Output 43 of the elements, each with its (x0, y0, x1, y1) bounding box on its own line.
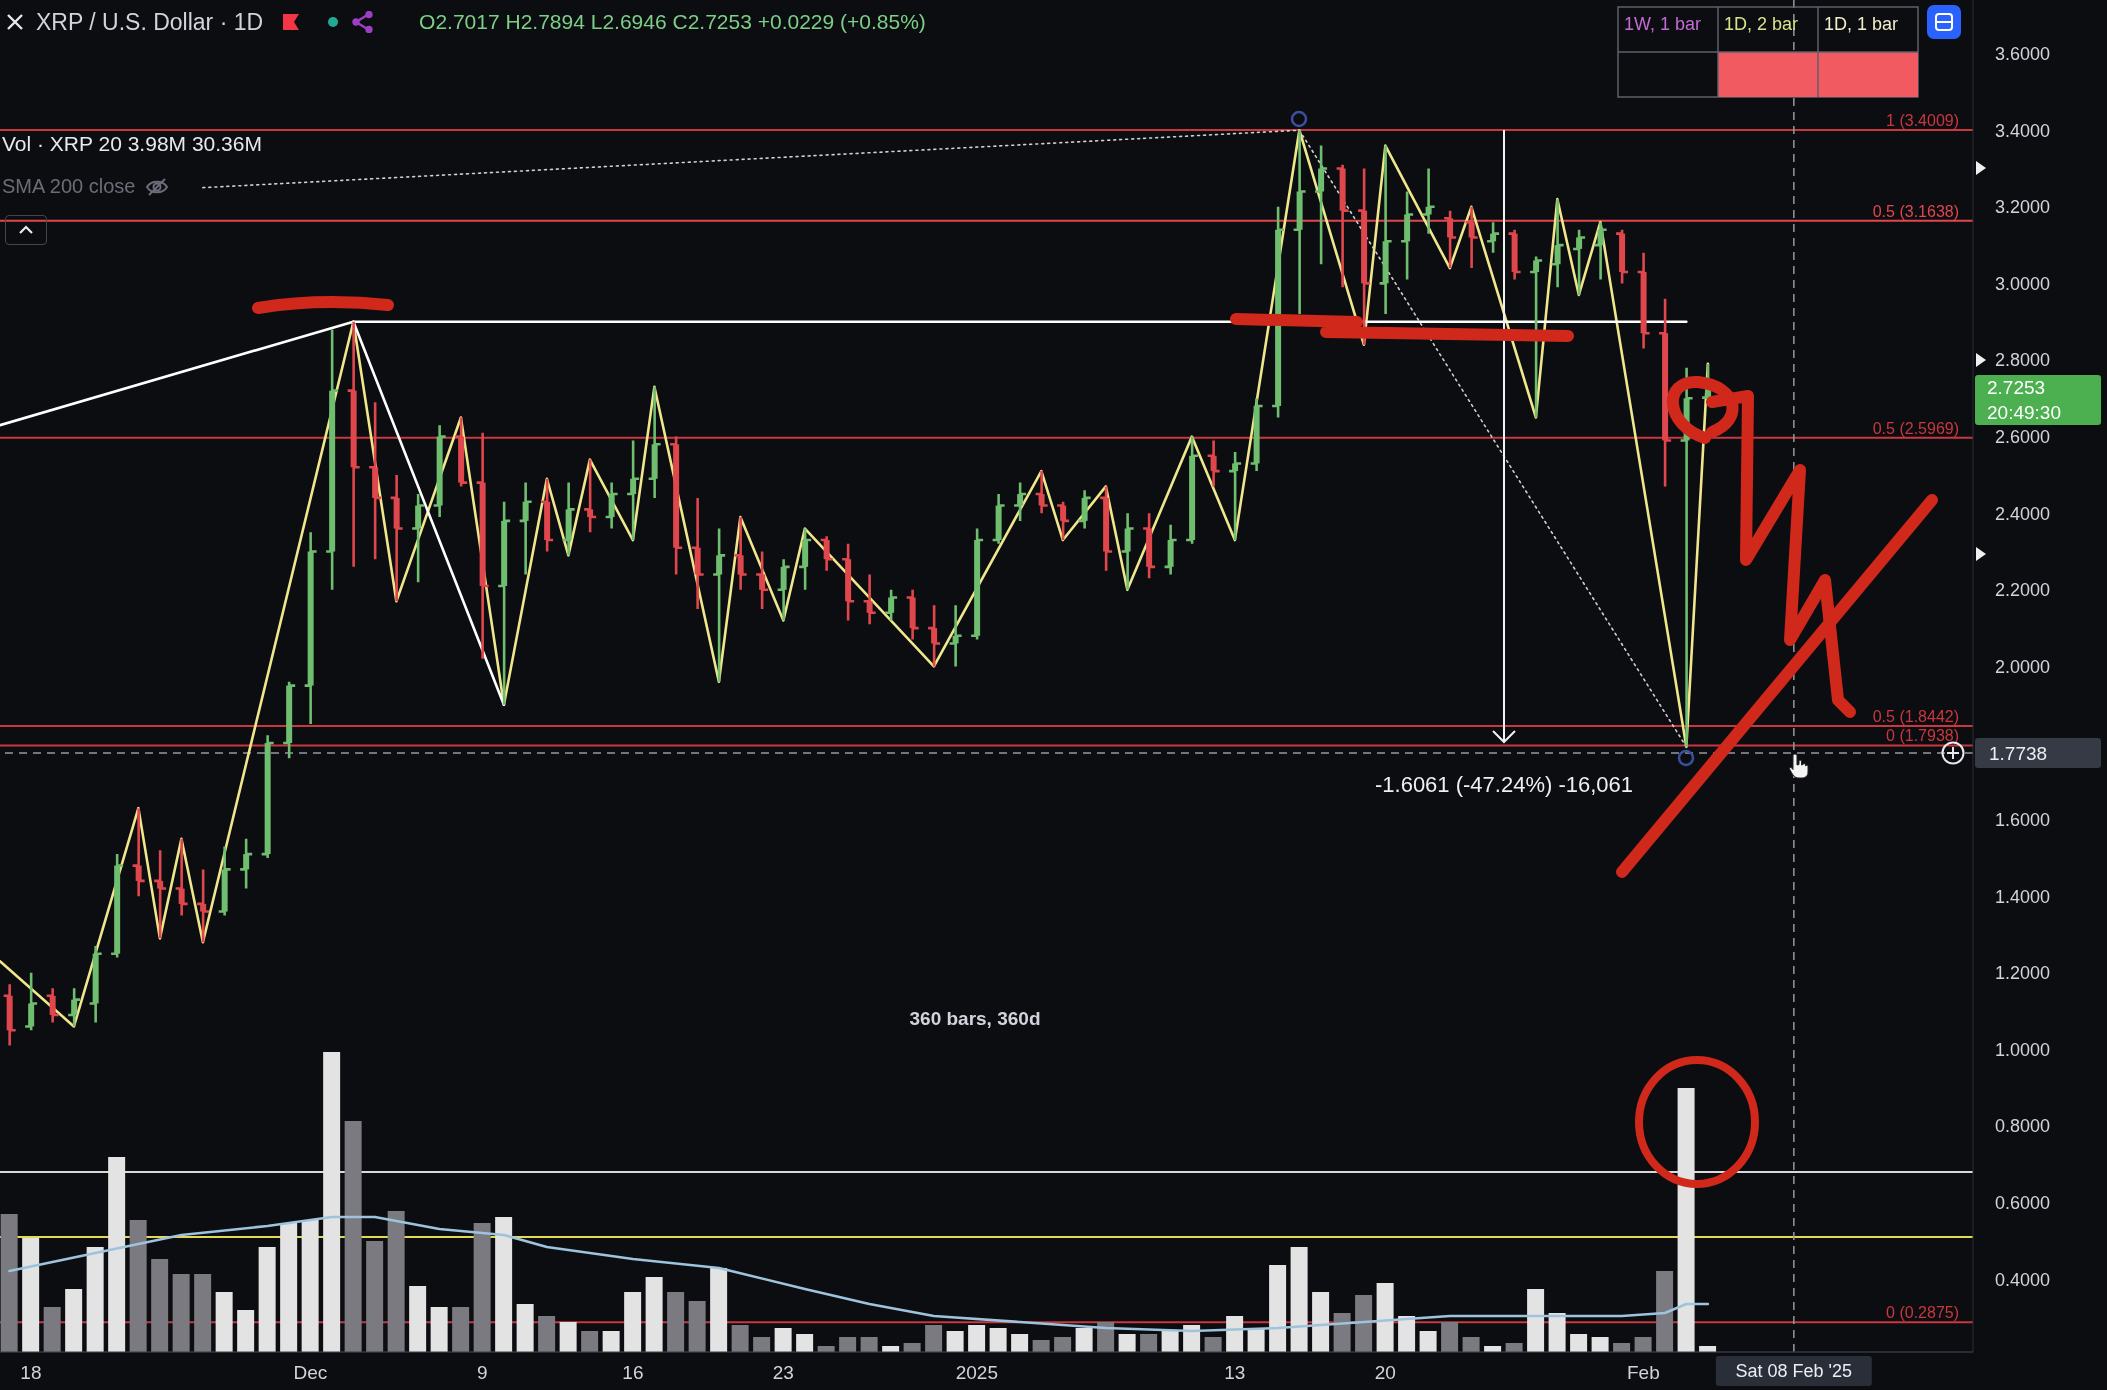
chart-title: XRP / U.S. Dollar · 1D (36, 8, 264, 35)
y-tick-label: 0.4000 (1995, 1269, 2051, 1290)
annotation: 1D, 2 bar (1724, 14, 1799, 34)
y-tick-label: 2.2000 (1995, 580, 2051, 601)
y-tick-label: 3.0000 (1995, 273, 2051, 294)
ref-line-label: 0 (1.7938) (1886, 727, 1959, 745)
y-tick-label: 3.4000 (1995, 120, 2051, 141)
x-tick-label: 13 (1224, 1362, 1246, 1384)
ref-line-label: 0.5 (1.8442) (1872, 708, 1959, 726)
text: O2.7017 H2.7894 L2.6946 C2.7253 +0.0229 (+0.85%) (419, 10, 926, 33)
y-tick-label: 2.0000 (1995, 656, 2051, 677)
x-tick-label: 2025 (955, 1362, 999, 1384)
annotation: SMA 200 close (2, 175, 136, 197)
x-tick-label: Dec (293, 1362, 328, 1384)
x-tick-label: 16 (622, 1362, 644, 1384)
annotation: 360 bars, 360d (909, 1008, 1041, 1029)
annotation: Vol · XRP 20 3.98M 30.36M (2, 132, 262, 155)
ref-line-label: 0 (0.2875) (1886, 1304, 1959, 1322)
y-tick-label: 0.6000 (1995, 1193, 2051, 1214)
annotation: -1.6061 (-47.24%) -16,061 (1374, 772, 1634, 797)
ref-line-label: 0.5 (2.5969) (1872, 419, 1959, 437)
y-tick-label: 1.6000 (1995, 810, 2051, 831)
x-tick-label: 20 (1374, 1362, 1396, 1384)
y-tick-label: 1.4000 (1995, 886, 2051, 907)
annotation: 1W, 1 bar (1624, 14, 1702, 34)
x-tick-label: 9 (477, 1362, 488, 1384)
text: 2.7253 20:49:30 (1987, 377, 2061, 423)
y-tick-label: 2.6000 (1995, 427, 2051, 448)
y-tick-label: 1.2000 (1995, 963, 2051, 984)
x-tick-label: 23 (772, 1362, 794, 1384)
ref-line-label: 1 (3.4009) (1886, 111, 1959, 129)
ref-line-label: 1.7738 (1989, 743, 2048, 765)
y-tick-label: 0.8000 (1995, 1116, 2051, 1137)
y-tick-label: 1.0000 (1995, 1039, 2051, 1060)
ref-line-label: Sat 08 Feb '25 (1735, 1361, 1853, 1381)
y-tick-label: 2.8000 (1995, 350, 2051, 371)
y-tick-label: 3.6000 (1995, 44, 2051, 65)
x-tick-label: 18 (20, 1362, 42, 1384)
x-tick-label: Feb (1626, 1362, 1660, 1384)
y-tick-label: 2.4000 (1995, 503, 2051, 524)
annotation: 1D, 1 bar (1824, 14, 1899, 34)
y-tick-label: 3.2000 (1995, 197, 2051, 218)
ref-line-label: 0.5 (3.1638) (1872, 202, 1959, 220)
